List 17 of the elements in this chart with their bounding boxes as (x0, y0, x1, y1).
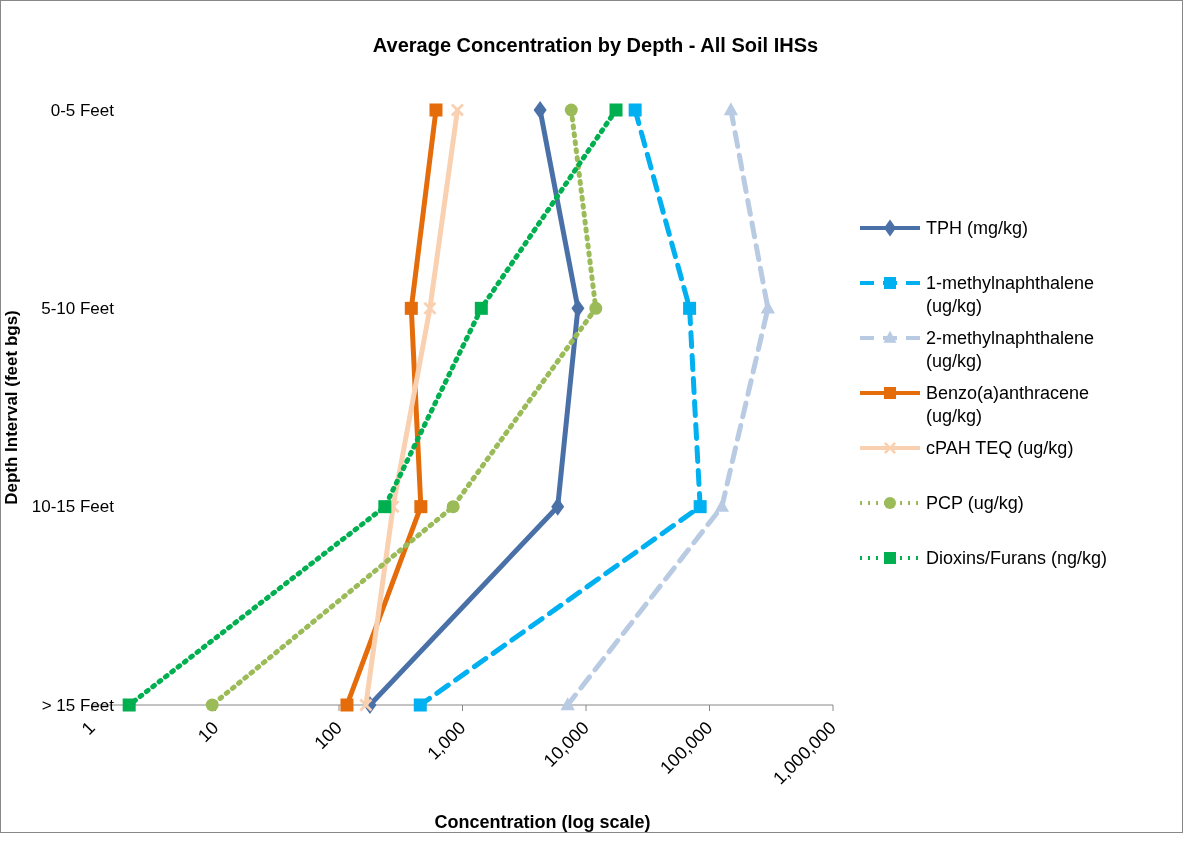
x-tick-label: 10 (194, 717, 223, 746)
legend-label: PCP (ug/kg) (926, 493, 1024, 513)
y-tick-label: 0-5 Feet (50, 100, 115, 120)
x-tick-label: 1 (77, 717, 99, 739)
x-tick-label: 100 (310, 717, 346, 754)
text: Average Concentration by Depth - All Soil IHSs (372, 34, 819, 56)
legend-label: 2-methylnaphthalene (ug/kg) (926, 328, 1095, 371)
y-tick-label: 5-10 Feet (41, 298, 115, 318)
legend-label: Dioxins/Furans (ng/kg) (926, 548, 1108, 568)
legend-label: cPAH TEQ (ug/kg) (926, 438, 1074, 458)
y-axis-title: Depth Interval (feet bgs) (2, 310, 21, 505)
y-tick-label: > 15 Feet (41, 695, 115, 715)
legend-label: 1-methylnaphthalene (ug/kg) (926, 273, 1095, 316)
x-axis-title: Concentration (log scale) (434, 812, 651, 832)
y-tick-label: 10-15 Feet (31, 497, 115, 517)
legend-label: TPH (mg/kg) (926, 218, 1029, 238)
legend-label: Benzo(a)anthracene (ug/kg) (926, 383, 1090, 426)
